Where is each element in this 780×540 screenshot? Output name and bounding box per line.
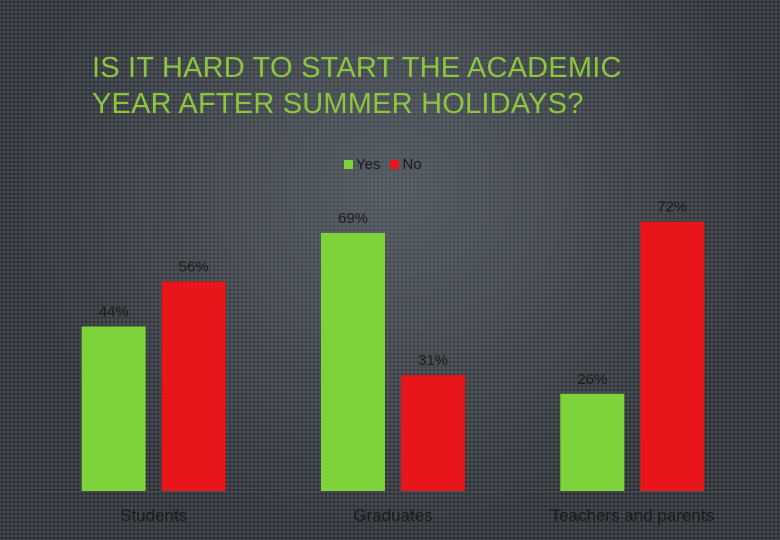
data-label-no-graduates: 31%	[418, 352, 448, 369]
category-label-students: Students	[120, 506, 187, 525]
data-label-no-students: 56%	[179, 259, 209, 276]
legend-swatch-no	[390, 160, 400, 169]
legend-label-no: No	[402, 156, 422, 173]
legend-item-yes: Yes	[344, 156, 380, 173]
data-label-yes-students: 44%	[99, 303, 129, 320]
bar-no-teachers-and-parents	[640, 221, 705, 491]
bar-yes-students	[81, 326, 146, 491]
slide-title-line-1: Is it hard to start the academic	[92, 52, 622, 84]
category-label-graduates: Graduates	[353, 506, 432, 525]
legend-label-yes: Yes	[356, 156, 381, 173]
category-label-teachers-and-parents: Teachers and parents	[551, 506, 715, 525]
bar-yes-graduates	[321, 232, 385, 491]
bar-yes-teachers-and-parents	[560, 393, 625, 491]
slide-title: Is it hard to start the academic year af…	[92, 50, 712, 122]
slide-title-line-2: year after summer holidays?	[92, 88, 584, 120]
chart-legend: Yes No	[344, 156, 422, 173]
data-label-yes-graduates: 69%	[338, 210, 368, 227]
legend-item-no: No	[390, 156, 422, 173]
bar-no-students	[161, 281, 226, 491]
legend-swatch-yes	[344, 160, 353, 169]
data-label-no-teachers-and-parents: 72%	[657, 199, 687, 216]
data-label-yes-teachers-and-parents: 26%	[577, 371, 607, 388]
bar-no-graduates	[401, 375, 465, 491]
